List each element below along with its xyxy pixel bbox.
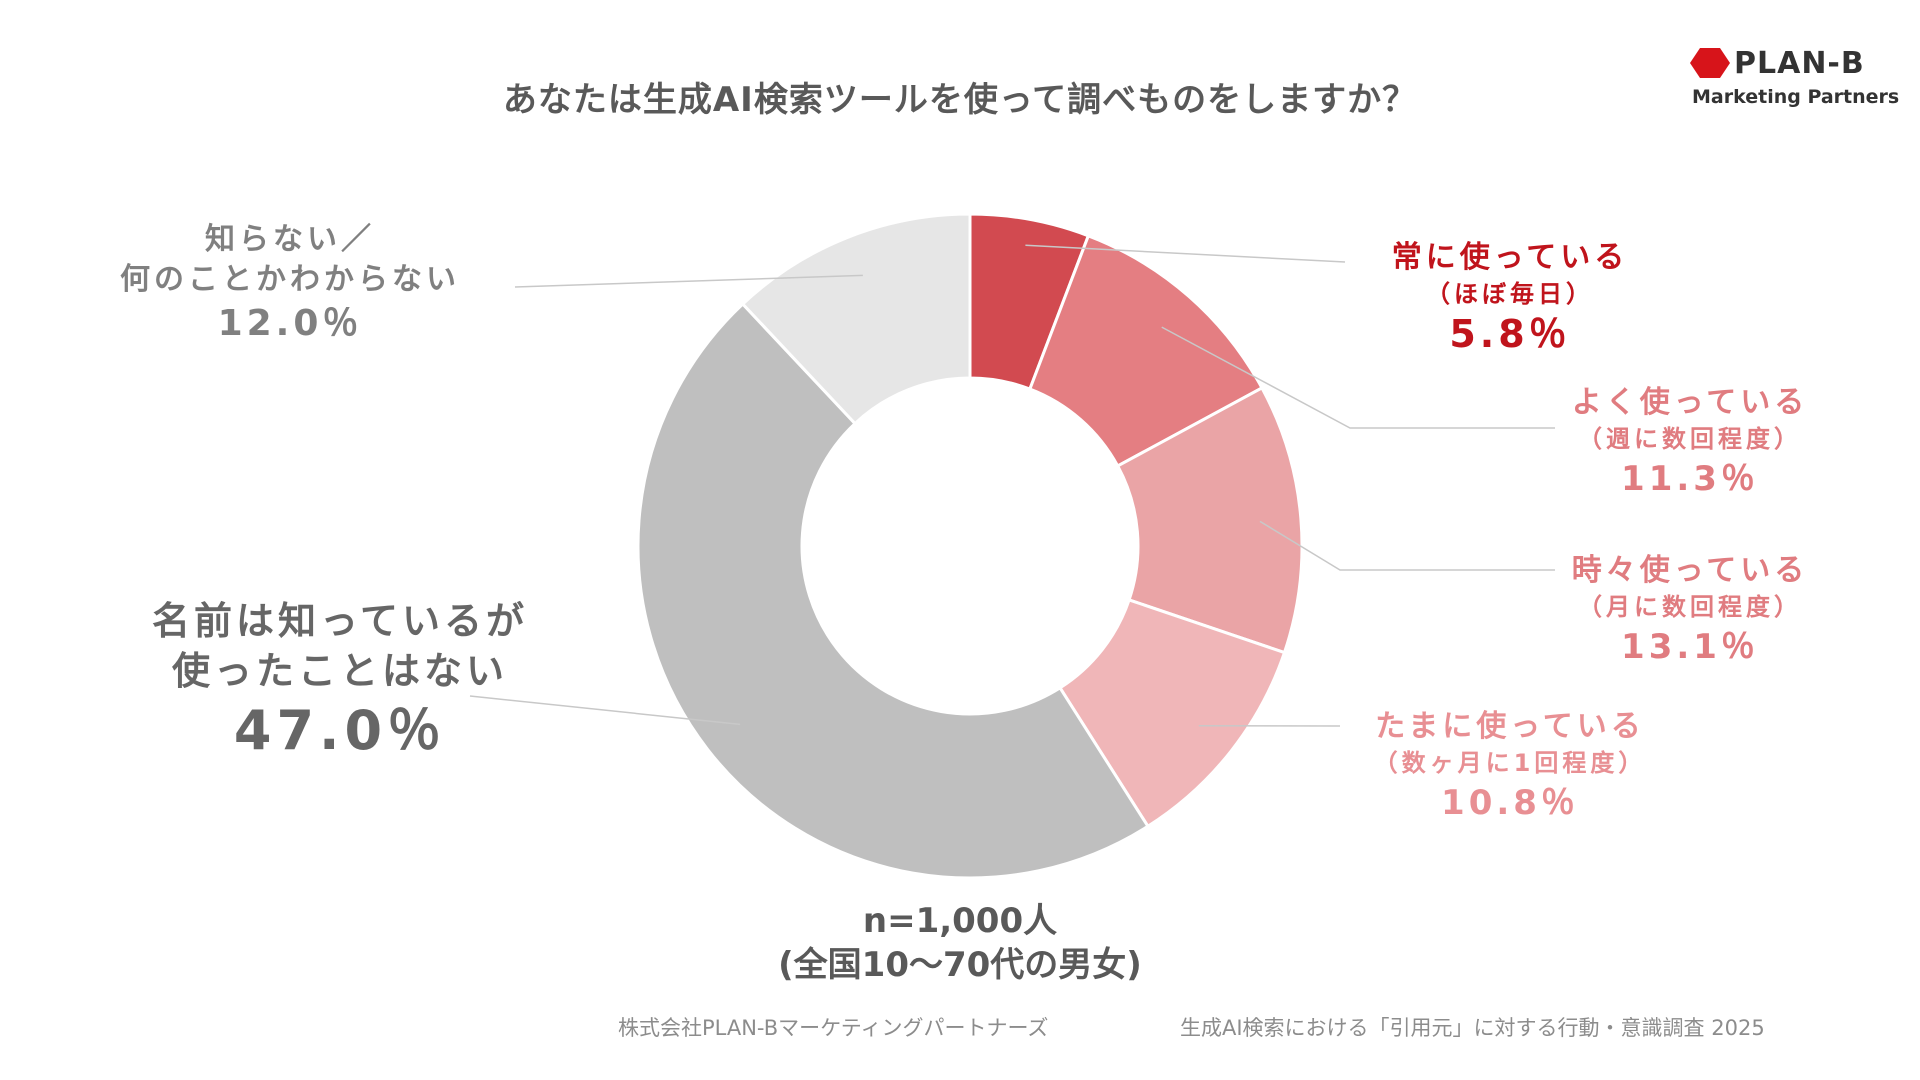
footer-company: 株式会社PLAN-Bマーケティングパートナーズ bbox=[618, 1016, 1049, 1040]
label-some: 時々使っている （月に数回程度） 13.1％ bbox=[1520, 552, 1860, 670]
slice-notused bbox=[636, 301, 1150, 880]
label-some-value: 13.1％ bbox=[1621, 627, 1759, 667]
leader-line-often bbox=[1161, 326, 1555, 429]
label-notused-value: 47.0％ bbox=[233, 699, 447, 762]
leader-line-some bbox=[1259, 520, 1555, 571]
label-notused-title: 名前は知っているが bbox=[151, 599, 529, 643]
label-unknown: 知らない／ 何のことかわからない 12.0％ bbox=[90, 220, 490, 348]
sample-size: n=1,000人 (全国10〜70代の男女) bbox=[660, 900, 1260, 988]
label-often-title: よく使っている bbox=[1571, 385, 1809, 420]
label-rare: たまに使っている （数ヶ月に1回程度） 10.8％ bbox=[1330, 708, 1690, 826]
label-rare-sub: （数ヶ月に1回程度） bbox=[1373, 749, 1647, 777]
logo-subtitle: Marketing Partners bbox=[1692, 86, 1900, 108]
label-always: 常に使っている （ほぼ毎日） 5.8％ bbox=[1340, 238, 1680, 358]
brand-logo: PLAN-B Marketing Partners bbox=[1690, 46, 1899, 116]
label-notused-sub: 使ったことはない bbox=[171, 649, 508, 693]
label-some-title: 時々使っている bbox=[1571, 553, 1809, 588]
label-some-sub: （月に数回程度） bbox=[1578, 593, 1802, 621]
label-often: よく使っている （週に数回程度） 11.3％ bbox=[1520, 384, 1860, 502]
logo-mark-shape bbox=[1690, 48, 1730, 78]
sample-n: n=1,000人 bbox=[862, 901, 1058, 941]
label-notused: 名前は知っているが 使ったことはない 47.0％ bbox=[110, 596, 570, 766]
label-often-sub: （週に数回程度） bbox=[1578, 425, 1802, 453]
label-always-title: 常に使っている bbox=[1391, 240, 1629, 275]
slice-some bbox=[1115, 385, 1304, 655]
label-unknown-value: 12.0％ bbox=[217, 303, 363, 344]
leader-line-unknown bbox=[514, 274, 863, 288]
label-rare-value: 10.8％ bbox=[1441, 783, 1579, 823]
label-often-value: 11.3％ bbox=[1621, 459, 1759, 499]
sample-population: (全国10〜70代の男女) bbox=[778, 945, 1142, 985]
label-unknown-sub: 何のことかわからない bbox=[120, 262, 460, 297]
leader-line-notused bbox=[469, 695, 741, 726]
logo-mark-icon bbox=[1690, 48, 1730, 78]
slice-unknown bbox=[740, 212, 972, 426]
label-unknown-title: 知らない／ bbox=[205, 222, 375, 257]
leader-line-always bbox=[1025, 244, 1346, 263]
chart-title: あなたは生成AI検索ツールを使って調べものをしますか？ bbox=[502, 80, 1418, 120]
label-always-value: 5.8％ bbox=[1449, 312, 1571, 356]
logo-name: PLAN-B bbox=[1734, 46, 1865, 81]
label-always-sub: （ほぼ毎日） bbox=[1426, 280, 1594, 308]
footer-survey: 生成AI検索における「引用元」に対する行動・意識調査 2025 bbox=[1180, 1016, 1765, 1040]
label-rare-title: たまに使っている bbox=[1375, 709, 1645, 744]
